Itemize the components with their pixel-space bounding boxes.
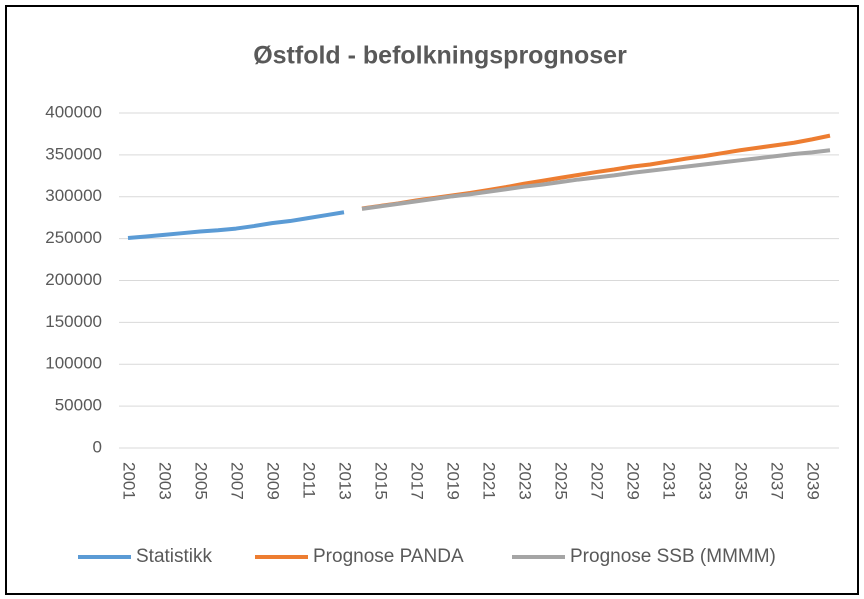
x-tick-label: 2007 <box>228 462 247 500</box>
y-tick-label: 350000 <box>45 144 102 163</box>
x-tick-label: 2029 <box>624 462 643 500</box>
x-tick-label: 2015 <box>372 462 391 500</box>
x-tick-label: 2019 <box>444 462 463 500</box>
y-tick-label: 150000 <box>45 312 102 331</box>
series-line <box>361 148 831 211</box>
legend-label: Statistikk <box>136 546 213 567</box>
legend-label: Prognose SSB (MMMM) <box>570 546 776 567</box>
x-tick-label: 2025 <box>552 462 571 500</box>
x-tick-label: 2037 <box>768 462 787 500</box>
chart-title: Østfold - befolkningsprognoser <box>253 42 627 70</box>
y-tick-label: 300000 <box>45 186 102 205</box>
x-tick-label: 2001 <box>120 462 139 500</box>
x-tick-label: 2011 <box>300 462 319 499</box>
y-tick-label: 250000 <box>45 228 102 247</box>
y-tick-label: 400000 <box>45 102 102 121</box>
x-tick-label: 2017 <box>408 462 427 500</box>
x-tick-label: 2033 <box>696 462 715 500</box>
y-tick-label: 50000 <box>55 396 102 415</box>
x-tick-label: 2021 <box>480 462 499 500</box>
x-tick-label: 2013 <box>336 462 355 500</box>
x-tick-label: 2027 <box>588 462 607 500</box>
x-tick-label: 2035 <box>732 462 751 500</box>
x-tick-label: 2005 <box>192 462 211 500</box>
legend-label: Prognose PANDA <box>313 546 464 567</box>
series-line <box>127 210 345 240</box>
y-tick-label: 100000 <box>45 354 102 373</box>
x-tick-label: 2031 <box>660 462 679 500</box>
x-tick-label: 2009 <box>264 462 283 500</box>
x-tick-label: 2039 <box>804 462 823 500</box>
y-tick-label: 200000 <box>45 270 102 289</box>
chart-border <box>5 5 859 595</box>
y-tick-label: 0 <box>93 437 102 456</box>
x-tick-label: 2003 <box>156 462 175 500</box>
x-tick-label: 2023 <box>516 462 535 500</box>
